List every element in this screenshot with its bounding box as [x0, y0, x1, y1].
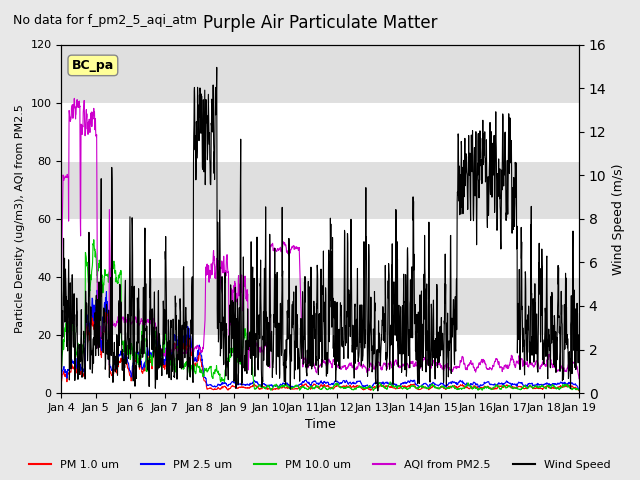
- Y-axis label: Particle Density (ug/m3), AQI from PM2.5: Particle Density (ug/m3), AQI from PM2.5: [15, 104, 25, 333]
- Y-axis label: Wind Speed (m/s): Wind Speed (m/s): [612, 163, 625, 275]
- Bar: [61, 277, 579, 335]
- Bar: [61, 103, 579, 161]
- Legend: PM 1.0 um, PM 2.5 um, PM 10.0 um, AQI from PM2.5, Wind Speed: PM 1.0 um, PM 2.5 um, PM 10.0 um, AQI fr…: [25, 456, 615, 474]
- Bar: [61, 161, 579, 219]
- Text: BC_pa: BC_pa: [72, 59, 114, 72]
- Bar: [61, 45, 579, 103]
- Text: No data for f_pm2_5_aqi_atm: No data for f_pm2_5_aqi_atm: [13, 14, 197, 27]
- Text: Purple Air Particulate Matter: Purple Air Particulate Matter: [203, 14, 437, 33]
- Bar: [61, 219, 579, 277]
- X-axis label: Time: Time: [305, 419, 335, 432]
- Bar: [61, 335, 579, 393]
